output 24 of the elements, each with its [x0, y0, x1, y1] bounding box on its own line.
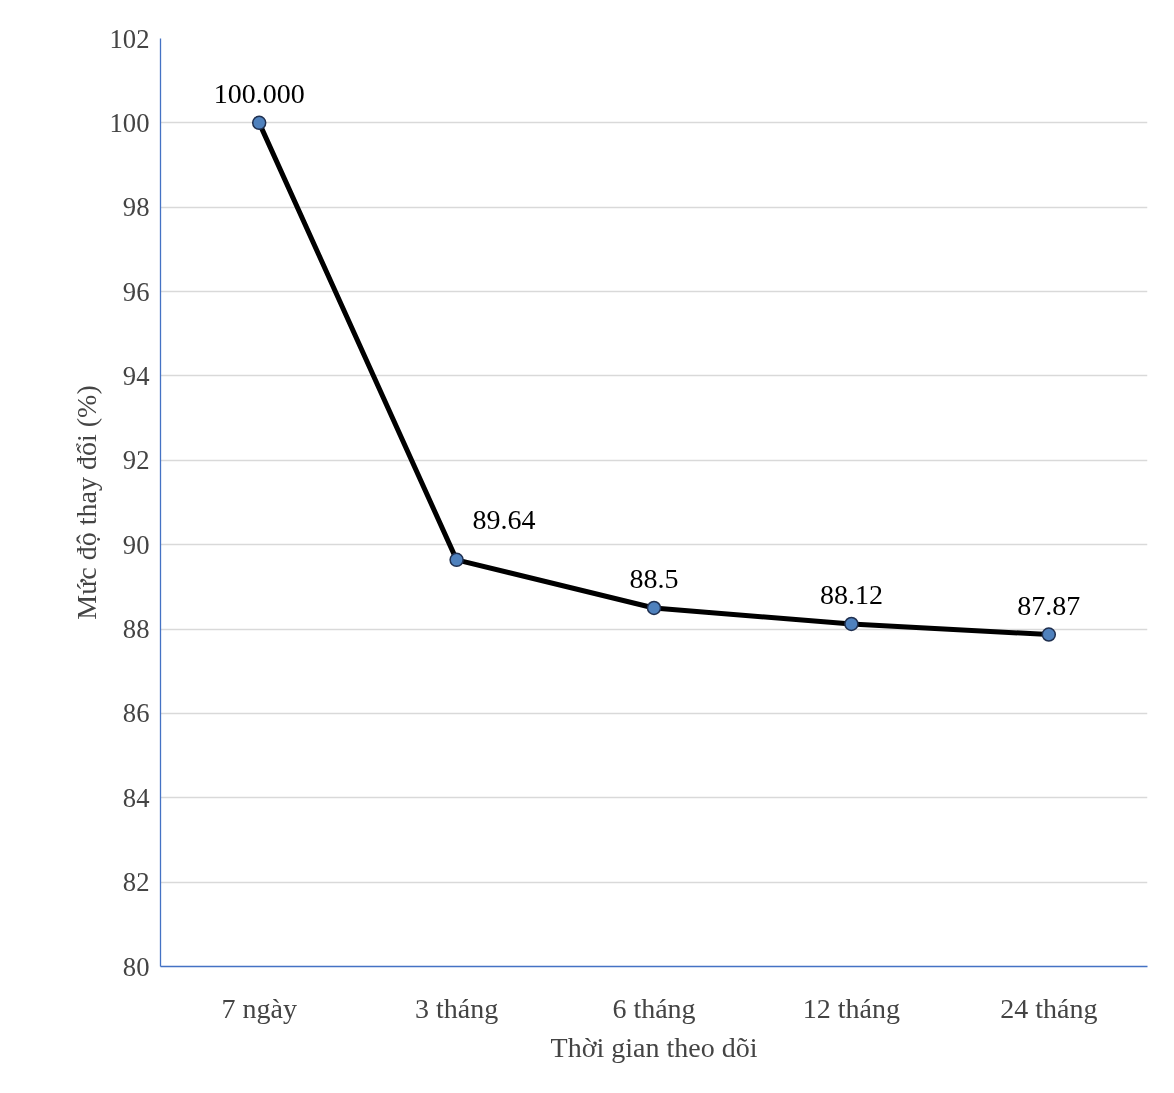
- y-tick-label: 94: [122, 360, 150, 391]
- data-label: 89.64: [472, 504, 536, 536]
- y-tick-label: 96: [122, 276, 150, 307]
- y-tick-label: 80: [122, 951, 150, 982]
- y-tick-label: 92: [122, 445, 150, 476]
- x-tick-label: 7 ngày: [221, 992, 297, 1024]
- y-tick-label: 82: [122, 867, 150, 898]
- y-tick-label: 84: [122, 782, 150, 813]
- x-tick-label: 24 tháng: [1000, 992, 1098, 1024]
- y-tick-label: 102: [109, 23, 150, 54]
- y-tick-label: 86: [122, 698, 150, 729]
- x-tick-label: 3 tháng: [415, 992, 499, 1024]
- data-label: 88.5: [629, 562, 679, 594]
- y-tick-label: 88: [122, 614, 150, 645]
- y-tick-label: 90: [122, 529, 150, 560]
- y-tick-label: 100: [109, 107, 150, 138]
- y-tick-label: 98: [122, 192, 150, 223]
- data-label: 88.12: [819, 578, 883, 610]
- x-tick-label: 12 tháng: [802, 992, 901, 1024]
- x-axis-title: Thời gian theo dõi: [550, 1031, 758, 1063]
- x-tick-label: 6 tháng: [612, 992, 696, 1024]
- data-label: 87.87: [1017, 589, 1081, 621]
- y-axis-title: Mức độ thay đổi (%): [70, 385, 102, 620]
- data-label: 100.000: [213, 77, 305, 109]
